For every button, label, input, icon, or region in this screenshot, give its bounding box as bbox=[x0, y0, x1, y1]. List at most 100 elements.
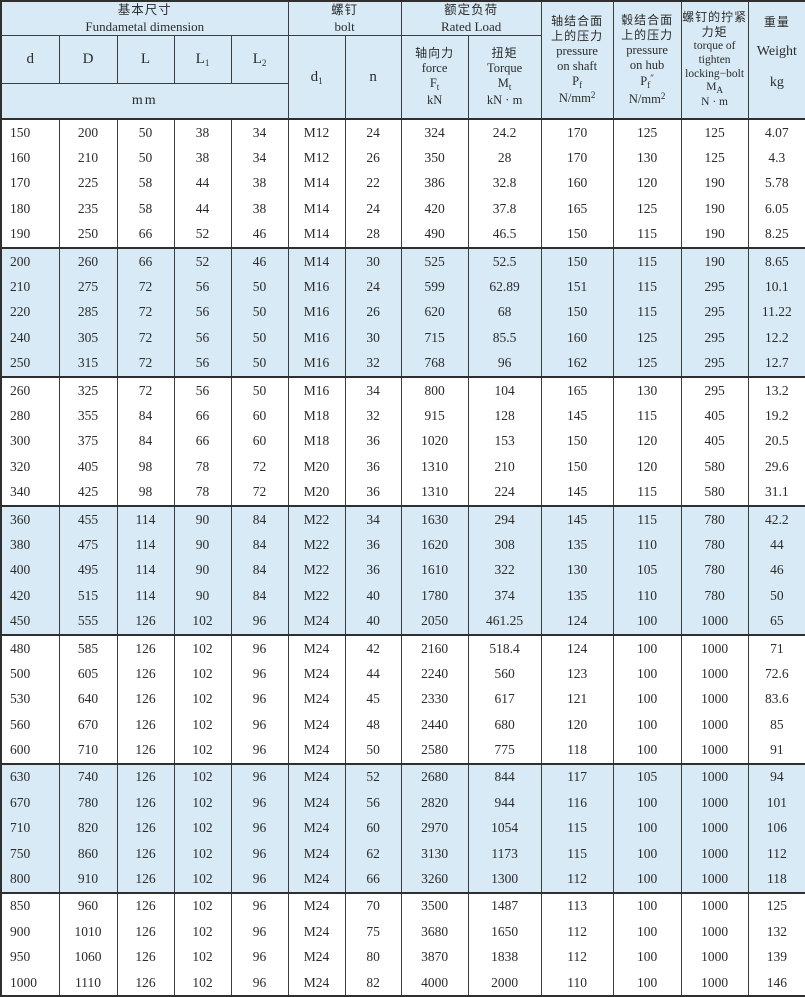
cell-weight-kg: 83.6 bbox=[747, 686, 805, 712]
cell-d: 250 bbox=[0, 350, 60, 377]
header-pressure-on-shaft: 轴结合面 上的压力 pressure on shaft Pf N/mm2 bbox=[540, 1, 614, 120]
cell-D: 495 bbox=[58, 557, 118, 584]
table-row: 530 640 126 102 96 M24 45 2330 617 121 100 1000 83.6 bbox=[0, 686, 805, 712]
cell-L1: 38 bbox=[173, 117, 232, 146]
cell-pressure-on-shaft: 165 bbox=[540, 375, 614, 404]
table-row: 220 285 72 56 50 M16 26 620 68 150 115 295 11.22 bbox=[0, 299, 805, 326]
cell-axial-force-kN: 715 bbox=[400, 325, 469, 351]
cell-pressure-on-shaft: 170 bbox=[540, 145, 614, 171]
cell-pressure-on-hub: 100 bbox=[612, 661, 682, 687]
cell-L2: 46 bbox=[230, 246, 289, 275]
cell-torque-kNm: 617 bbox=[467, 686, 542, 712]
cell-D: 235 bbox=[58, 196, 118, 222]
cell-pressure-on-hub: 100 bbox=[612, 737, 682, 764]
cell-L1: 102 bbox=[173, 686, 232, 712]
cell-L1: 102 bbox=[173, 891, 232, 920]
cell-L2: 96 bbox=[230, 944, 289, 970]
cell-weight-kg: 29.6 bbox=[747, 454, 805, 480]
cell-pressure-on-hub: 115 bbox=[612, 221, 682, 248]
table-row: 450 555 126 102 96 M24 40 2050 461.25 124 100 1000 6… bbox=[0, 608, 805, 635]
force-en: force bbox=[421, 61, 448, 76]
cell-tighten-torque: 295 bbox=[680, 325, 749, 351]
cell-pressure-on-hub: 100 bbox=[612, 633, 682, 662]
cell-axial-force-kN: 620 bbox=[400, 299, 469, 326]
force-cn: 轴向力 bbox=[415, 46, 455, 61]
cell-n: 26 bbox=[344, 145, 402, 171]
cell-axial-force-kN: 1310 bbox=[400, 454, 469, 480]
cell-axial-force-kN: 2160 bbox=[400, 633, 469, 662]
cell-torque-kNm: 2000 bbox=[467, 969, 542, 997]
cell-tighten-torque: 580 bbox=[680, 479, 749, 506]
cell-tighten-torque: 1000 bbox=[680, 661, 749, 687]
cell-L: 66 bbox=[116, 246, 175, 275]
cell-torque-kNm: 37.8 bbox=[467, 196, 542, 222]
cell-L2: 96 bbox=[230, 762, 289, 791]
table-row: 240 305 72 56 50 M16 30 715 85.5 160 125 295 12.2 bbox=[0, 325, 805, 351]
cell-L1: 90 bbox=[173, 583, 232, 609]
cell-L2: 96 bbox=[230, 790, 289, 816]
cell-L1: 102 bbox=[173, 919, 232, 945]
cell-L: 72 bbox=[116, 350, 175, 377]
cell-tighten-torque: 1000 bbox=[680, 815, 749, 841]
cell-axial-force-kN: 1310 bbox=[400, 479, 469, 506]
cell-L: 66 bbox=[116, 221, 175, 248]
bolt-cn: 螺钉 bbox=[331, 2, 359, 17]
table-row: 630 740 126 102 96 M24 52 2680 844 117 105 1000 94 bbox=[0, 762, 805, 791]
cell-L2: 50 bbox=[230, 375, 289, 404]
cell-axial-force-kN: 768 bbox=[400, 350, 469, 377]
cell-n: 40 bbox=[344, 608, 402, 635]
cell-pressure-on-shaft: 150 bbox=[540, 299, 614, 326]
cell-axial-force-kN: 3500 bbox=[400, 891, 469, 920]
cell-weight-kg: 6.05 bbox=[747, 196, 805, 222]
cell-D: 585 bbox=[58, 633, 118, 662]
cell-d: 160 bbox=[0, 145, 60, 171]
cell-pressure-on-shaft: 151 bbox=[540, 274, 614, 300]
cell-pressure-on-hub: 130 bbox=[612, 145, 682, 171]
cell-D: 820 bbox=[58, 815, 118, 841]
cell-L2: 96 bbox=[230, 840, 289, 867]
cell-tighten-torque: 125 bbox=[680, 145, 749, 171]
weight-en: Weight bbox=[756, 43, 797, 59]
cell-L2: 38 bbox=[230, 170, 289, 197]
cell-L2: 96 bbox=[230, 815, 289, 841]
pressure-hub-en2: on hub bbox=[629, 58, 665, 73]
cell-weight-kg: 13.2 bbox=[747, 375, 805, 404]
cell-d: 150 bbox=[0, 117, 60, 146]
cell-d: 380 bbox=[0, 532, 60, 558]
cell-L: 126 bbox=[116, 919, 175, 945]
cell-torque-kNm: 775 bbox=[467, 737, 542, 764]
cell-L2: 96 bbox=[230, 661, 289, 687]
cell-d1: M14 bbox=[287, 170, 346, 197]
cell-d1: M24 bbox=[287, 840, 346, 867]
cell-torque-kNm: 28 bbox=[467, 145, 542, 171]
table-row: 300 375 84 66 60 M18 36 1020 153 150 120 405 20.5 bbox=[0, 428, 805, 455]
force-unit: kN bbox=[426, 92, 443, 107]
cell-n: 82 bbox=[344, 969, 402, 997]
cell-pressure-on-shaft: 145 bbox=[540, 403, 614, 429]
cell-pressure-on-hub: 115 bbox=[612, 504, 682, 533]
cell-d1: M24 bbox=[287, 790, 346, 816]
cell-torque-kNm: 308 bbox=[467, 532, 542, 558]
cell-d1: M24 bbox=[287, 608, 346, 635]
cell-D: 1110 bbox=[58, 969, 118, 997]
cell-d: 300 bbox=[0, 428, 60, 455]
cell-pressure-on-shaft: 123 bbox=[540, 661, 614, 687]
cell-d: 600 bbox=[0, 737, 60, 764]
cell-torque-kNm: 104 bbox=[467, 375, 542, 404]
cell-torque-kNm: 1650 bbox=[467, 919, 542, 945]
cell-D: 605 bbox=[58, 661, 118, 687]
cell-weight-kg: 19.2 bbox=[747, 403, 805, 429]
cell-L1: 102 bbox=[173, 711, 232, 738]
cell-L1: 66 bbox=[173, 428, 232, 455]
cell-weight-kg: 101 bbox=[747, 790, 805, 816]
cell-n: 36 bbox=[344, 454, 402, 480]
cell-d1: M12 bbox=[287, 145, 346, 171]
cell-L2: 50 bbox=[230, 299, 289, 326]
table-row: 360 455 114 90 84 M22 34 1630 294 145 115 780 42.2 bbox=[0, 504, 805, 533]
cell-pressure-on-hub: 100 bbox=[612, 711, 682, 738]
cell-d1: M16 bbox=[287, 325, 346, 351]
cell-torque-kNm: 560 bbox=[467, 661, 542, 687]
cell-axial-force-kN: 3130 bbox=[400, 840, 469, 867]
cell-axial-force-kN: 4000 bbox=[400, 969, 469, 997]
cell-d1: M24 bbox=[287, 686, 346, 712]
